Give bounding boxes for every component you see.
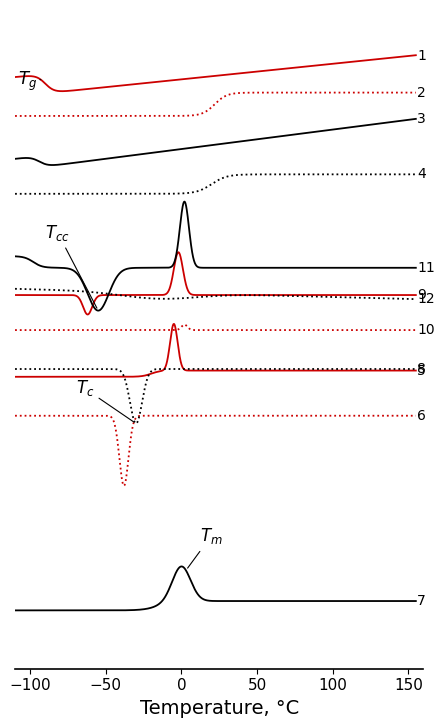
Text: 2: 2 [417, 86, 426, 99]
Text: 11: 11 [417, 261, 435, 275]
Text: 6: 6 [417, 409, 426, 423]
Text: 12: 12 [417, 292, 435, 306]
Text: 1: 1 [417, 49, 426, 62]
Text: $T_g$: $T_g$ [18, 70, 41, 93]
Text: $T_m$: $T_m$ [187, 526, 222, 568]
Text: $T_{cc}$: $T_{cc}$ [45, 223, 97, 308]
Text: 8: 8 [417, 362, 426, 376]
Text: 10: 10 [417, 323, 435, 337]
Text: 3: 3 [417, 112, 426, 126]
Text: $T_c$: $T_c$ [76, 378, 134, 422]
Text: 9: 9 [417, 288, 426, 302]
Text: 5: 5 [417, 363, 426, 378]
Text: 4: 4 [417, 167, 426, 181]
Text: 7: 7 [417, 594, 426, 608]
X-axis label: Temperature, °C: Temperature, °C [140, 699, 299, 718]
